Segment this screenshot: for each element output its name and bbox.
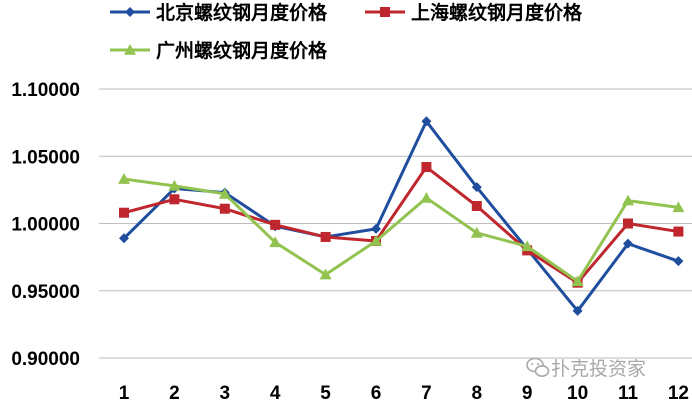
data-point: [672, 201, 685, 213]
data-point: [572, 305, 583, 316]
y-tick-label: 1.05000: [11, 147, 80, 168]
x-tick-label: 3: [220, 383, 231, 400]
data-point: [370, 234, 382, 246]
y-tick-label: 0.90000: [11, 349, 80, 370]
data-point: [169, 194, 180, 205]
series-1: [119, 116, 684, 316]
data-point: [269, 236, 282, 248]
data-point: [371, 223, 381, 234]
x-axis-ticks: 1 2 3 4 5 6 7 8 9 10 11 12: [119, 383, 689, 400]
data-point: [218, 187, 231, 199]
series-line: [123, 177, 679, 283]
legend-item: 北京螺纹钢月度价格: [110, 1, 328, 24]
data-point: [320, 231, 331, 242]
wechat-icon: [526, 357, 550, 377]
x-tick-label: 10: [567, 383, 588, 400]
data-point: [421, 162, 432, 173]
data-point: [168, 179, 181, 191]
data-point: [623, 238, 633, 249]
legend-marker: [380, 7, 390, 17]
x-tick-label: 8: [472, 383, 483, 400]
data-point: [421, 116, 432, 127]
x-tick-label: 11: [618, 383, 639, 400]
watermark: 扑克投资家: [526, 357, 646, 380]
legend-label: 广州螺纹钢月度价格: [156, 39, 328, 62]
legend-marker: [125, 7, 135, 17]
series-line: [122, 119, 679, 313]
legend-label: 上海螺纹钢月度价格: [411, 1, 583, 24]
data-point: [119, 233, 129, 244]
data-point: [623, 218, 633, 229]
x-tick-label: 1: [119, 383, 130, 400]
data-point: [118, 173, 130, 184]
series-line: [123, 165, 679, 285]
legend-item: 上海螺纹钢月度价格: [365, 1, 583, 24]
legend-item: 广州螺纹钢月度价格: [110, 39, 328, 62]
data-point: [219, 203, 230, 214]
data-point: [319, 268, 332, 280]
data-point: [420, 191, 433, 203]
y-axis-ticks: 0.90000 0.95000 1.00000 1.05000 1.10000: [11, 80, 80, 370]
data-point: [470, 226, 483, 238]
data-point: [471, 182, 482, 193]
watermark-text: 扑克投资家: [551, 358, 646, 380]
data-point: [673, 256, 684, 267]
data-point: [673, 226, 684, 237]
data-point: [270, 219, 281, 230]
legend-label: 北京螺纹钢月度价格: [156, 1, 328, 24]
y-tick-label: 1.10000: [11, 80, 80, 101]
x-tick-label: 12: [668, 383, 689, 400]
legend-marker: [124, 44, 136, 55]
x-tick-label: 4: [270, 383, 281, 400]
data-point: [119, 207, 129, 218]
series-layer: [118, 116, 685, 316]
y-tick-label: 1.00000: [11, 215, 80, 236]
series-3: [118, 173, 685, 287]
series-2: [119, 162, 684, 288]
x-tick-label: 5: [320, 383, 331, 400]
x-tick-label: 6: [371, 383, 382, 400]
data-point: [571, 275, 584, 287]
y-tick-label: 0.95000: [11, 282, 80, 303]
data-point: [521, 240, 534, 252]
data-point: [622, 194, 634, 206]
data-point: [471, 201, 482, 212]
x-tick-label: 2: [169, 383, 180, 400]
x-tick-label: 9: [522, 383, 533, 400]
x-tick-label: 7: [421, 383, 432, 400]
